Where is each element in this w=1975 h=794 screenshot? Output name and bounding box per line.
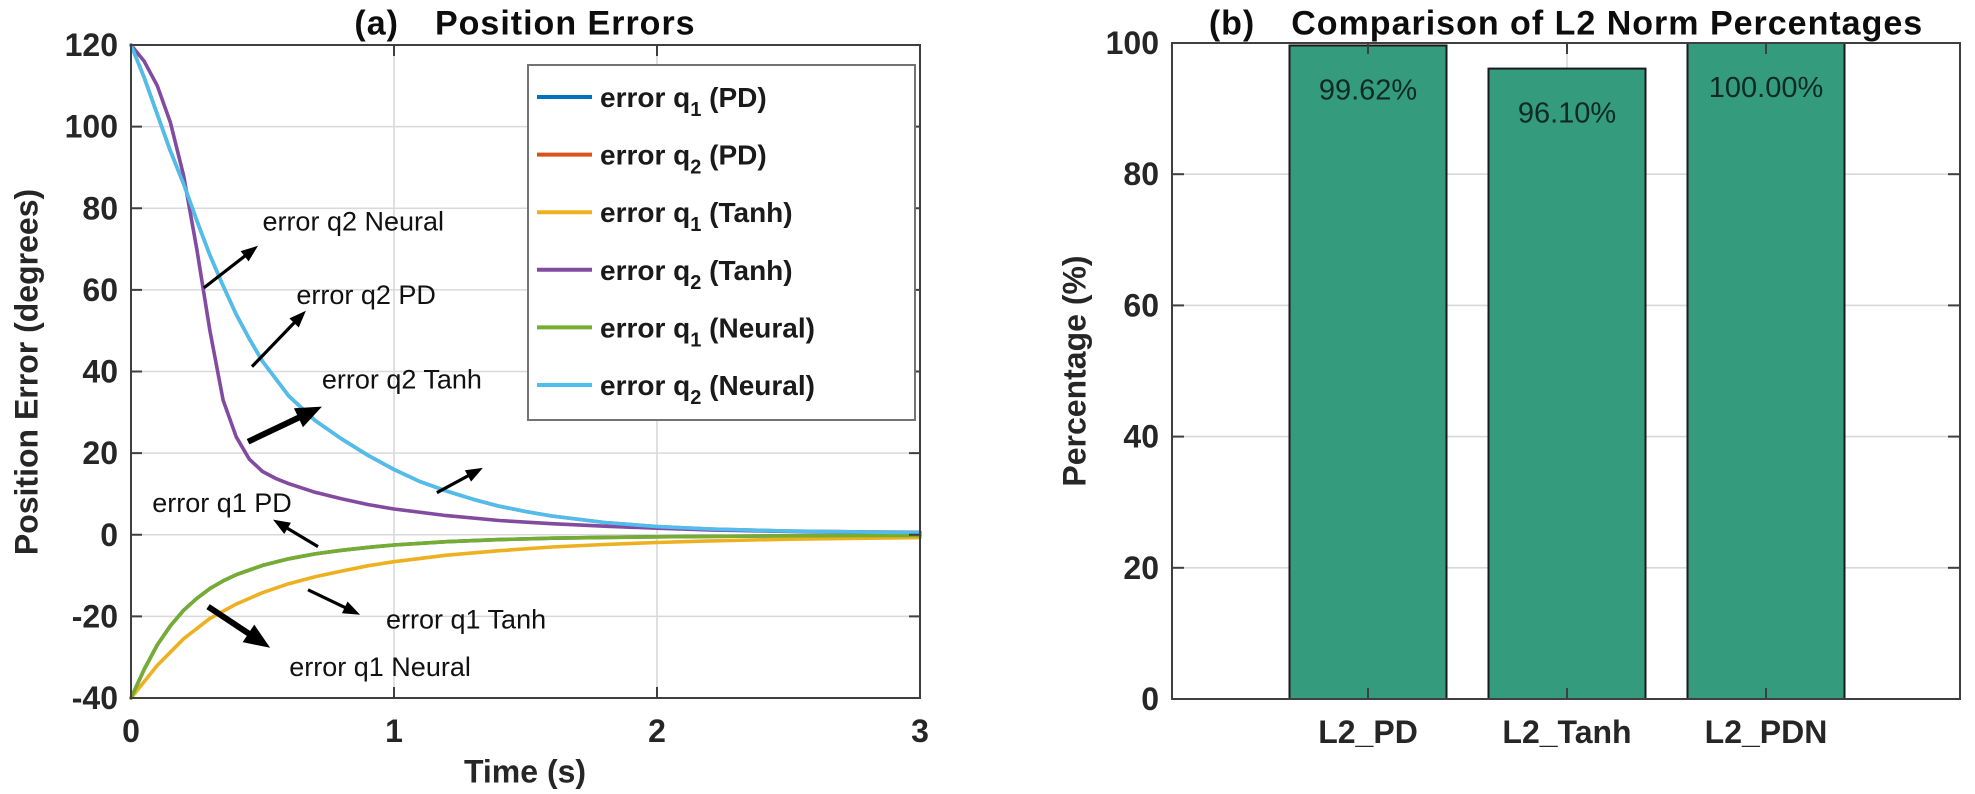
y-tick-label: -40 — [72, 680, 118, 716]
y-tick-label: 120 — [65, 27, 118, 63]
legend-item-error-q-2-tanh: error q2 (Tanh) — [537, 255, 793, 294]
x-tick-label-l2-pdn: L2_PDN — [1705, 714, 1828, 750]
x-tick-label: 3 — [911, 713, 929, 749]
x-tick-label-l2-tanh: L2_Tanh — [1502, 714, 1631, 750]
l2-norm-bar-chart: L2_PD L2_Tanh L2_PDN 0 20 40 60 80 100 99.62% 96.1… — [1106, 25, 1961, 750]
y-tick-label: 60 — [82, 272, 118, 308]
chart-b-title: (b) Comparison of L2 Norm Percentages — [1209, 5, 1923, 44]
y-tick-label: 80 — [82, 190, 118, 226]
annotation-label-error-q2-pd: error q2 PD — [296, 280, 436, 310]
legend-box — [527, 64, 916, 421]
bar-value-label-l2-pd: 99.62% — [1319, 74, 1417, 106]
annotation-arrow — [250, 310, 306, 368]
legend-item-error-q-1-tanh: error q1 (Tanh) — [537, 197, 793, 236]
bar-value-label-l2-pdn: 100.00% — [1709, 72, 1824, 104]
legend-item-error-q-2-pd: error q2 (PD) — [537, 140, 767, 179]
annotation-label-error-q2-tanh: error q2 Tanh — [322, 365, 482, 395]
y-tick-label: 20 — [82, 435, 118, 471]
series-line-error-q-1-tanh — [129, 535, 922, 700]
legend-item-error-q-2-neural: error q2 (Neural) — [537, 370, 815, 409]
x-tick-label: 0 — [122, 713, 140, 749]
legend-label: error q1 (Neural) — [600, 312, 815, 351]
annotation-arrow — [206, 604, 271, 648]
y-tick-label: 40 — [1123, 419, 1159, 455]
y-tick-label: 0 — [1141, 681, 1159, 717]
annotation-label-error-q1-neural: error q1 Neural — [289, 652, 471, 682]
chart-a-x-axis-label: Time (s) — [463, 753, 587, 790]
legend-label: error q2 (Neural) — [600, 370, 815, 409]
annotation-arrow — [202, 245, 259, 290]
annotation-label-error-q1-tanh: error q1 Tanh — [386, 605, 546, 635]
chart-a-title-text: Position Errors — [434, 4, 696, 43]
chart-b-y-axis-label: Percentage (%) — [1056, 255, 1093, 487]
y-tick-label: 60 — [1123, 287, 1159, 323]
chart-a-title: (a) Position Errors — [354, 5, 695, 44]
annotation-arrow — [307, 588, 361, 615]
y-tick-label: 0 — [100, 517, 118, 553]
x-tick-label-l2-pd: L2_PD — [1318, 714, 1418, 750]
annotation-arrow — [436, 467, 483, 495]
annotation-label-error-q2-neural: error q2 Neural — [262, 207, 444, 237]
series-line-error-q-1-neural — [129, 533, 922, 700]
y-tick-label: 40 — [82, 354, 118, 390]
annotation-label-error-q1-pd: error q1 PD — [152, 488, 292, 518]
y-tick-label: -20 — [72, 598, 118, 634]
legend-label: error q1 (PD) — [600, 82, 767, 121]
legend-label: error q2 (Tanh) — [600, 255, 793, 294]
x-tick-label: 1 — [385, 713, 403, 749]
chart-a-title-prefix: (a) — [354, 4, 399, 43]
bar-value-label-l2-tanh: 96.10% — [1518, 98, 1616, 130]
legend-label: error q1 (Tanh) — [600, 197, 793, 236]
bar-l2-pd — [1288, 44, 1448, 701]
y-tick-label: 20 — [1123, 550, 1159, 586]
y-tick-label: 100 — [1106, 25, 1159, 61]
y-tick-label: 80 — [1123, 156, 1159, 192]
chart-b-title-text: Comparison of L2 Norm Percentages — [1291, 4, 1924, 43]
chart-a-y-axis-label: Position Error (degrees) — [8, 188, 45, 556]
legend-label: error q2 (PD) — [600, 140, 767, 179]
legend-item-error-q-1-pd: error q1 (PD) — [537, 82, 767, 121]
chart-b-title-prefix: (b) — [1208, 4, 1256, 43]
legend: error q1 (PD) error q2 (PD) error q1 (Tanh… — [527, 64, 916, 421]
series-line-error-q-2-neural — [129, 43, 922, 535]
annotation-arrow — [273, 519, 319, 548]
bar-l2-tanh — [1487, 67, 1647, 701]
x-tick-label: 2 — [648, 713, 666, 749]
legend-item-error-q-1-neural: error q1 (Neural) — [537, 312, 815, 351]
y-tick-label: 100 — [65, 109, 118, 145]
bar-l2-pdn — [1686, 42, 1846, 700]
annotation-arrow — [246, 406, 322, 445]
